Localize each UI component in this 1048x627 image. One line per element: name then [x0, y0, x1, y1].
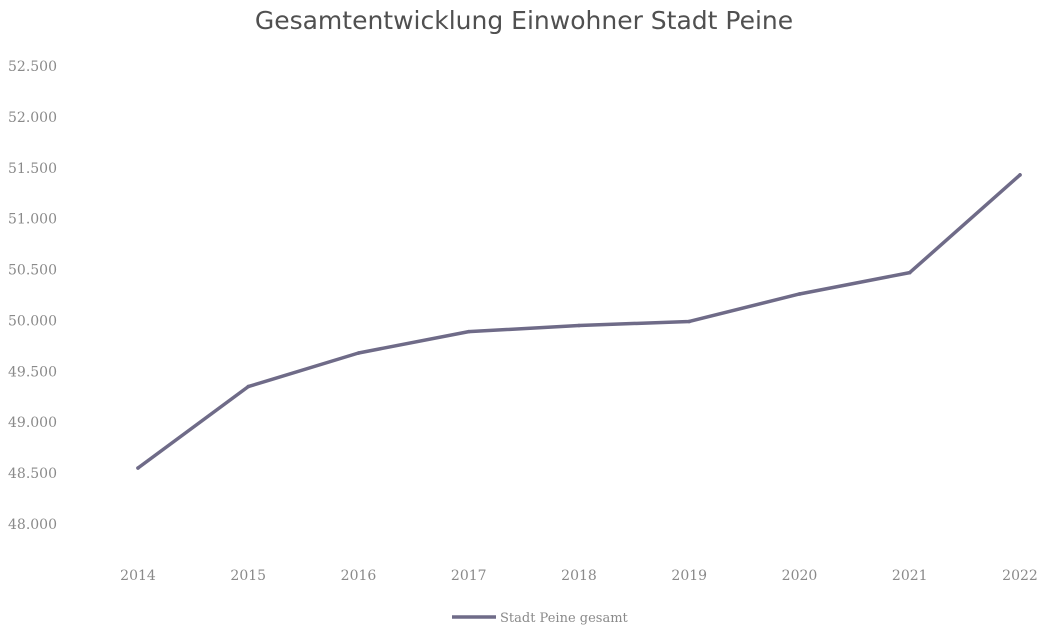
y-tick-label: 52.000 — [8, 110, 57, 126]
x-tick-label: 2020 — [782, 568, 818, 584]
x-tick-label: 2018 — [561, 568, 597, 584]
y-tick-label: 52.500 — [8, 59, 57, 75]
data-point — [577, 323, 581, 328]
y-tick-label: 48.500 — [8, 466, 57, 482]
data-point — [466, 329, 471, 334]
y-tick-label: 51.500 — [8, 161, 57, 177]
x-tick-label: 2015 — [230, 568, 266, 584]
y-tick-label: 49.500 — [8, 364, 57, 380]
y-tick-label: 51.000 — [8, 212, 57, 228]
data-point — [246, 384, 251, 389]
legend-label: Stadt Peine gesamt — [500, 611, 629, 626]
data-point — [797, 292, 802, 296]
x-tick-label: 2022 — [1002, 568, 1038, 584]
x-tick-label: 2016 — [341, 568, 377, 584]
x-tick-label: 2014 — [120, 568, 156, 584]
y-tick-label: 48.000 — [8, 517, 57, 533]
data-point — [1018, 173, 1022, 177]
x-tick-label: 2019 — [671, 568, 707, 584]
x-tick-label: 2021 — [892, 568, 928, 584]
data-point — [136, 466, 140, 470]
data-point — [907, 270, 912, 275]
data-point — [687, 319, 692, 324]
data-point — [356, 351, 361, 355]
chart-title: Gesamtentwicklung Einwohner Stadt Peine — [254, 6, 794, 35]
y-tick-label: 50.000 — [8, 313, 57, 329]
y-tick-label: 50.500 — [8, 263, 57, 279]
series-line — [136, 173, 1022, 470]
y-tick-label: 49.000 — [8, 415, 57, 431]
x-tick-label: 2017 — [451, 568, 487, 584]
